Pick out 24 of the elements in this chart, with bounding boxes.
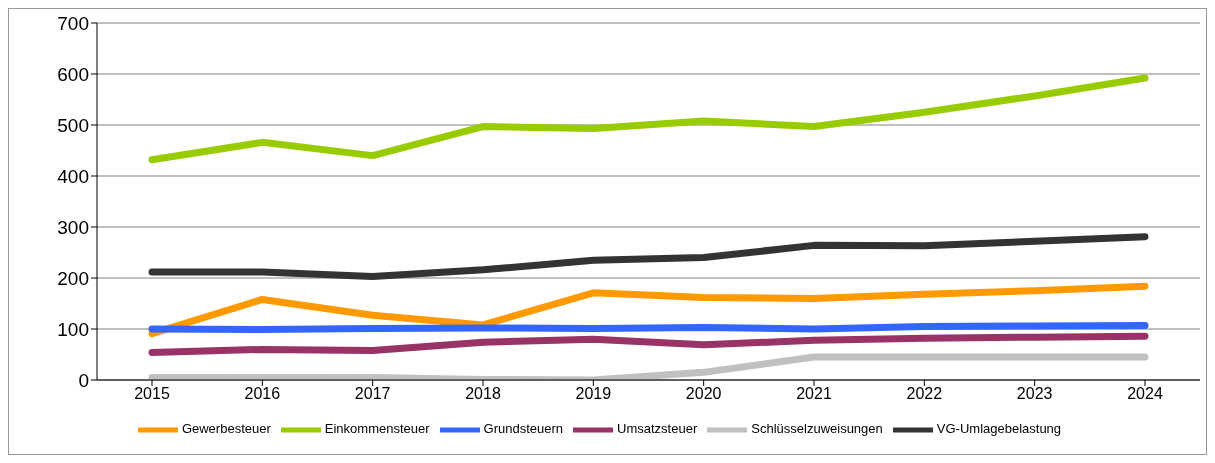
- x-tick-label: 2018: [465, 385, 501, 403]
- x-tick-label: 2017: [354, 385, 391, 403]
- legend-label: Grundsteuern: [483, 421, 564, 437]
- y-tick-label: 100: [57, 318, 89, 340]
- legend-label: Schlüsselzuweisungen: [751, 421, 883, 437]
- y-tick-label: 0: [78, 369, 89, 391]
- legend-label: Umsatzsteuer: [617, 421, 698, 437]
- y-tick-label: 700: [57, 12, 89, 34]
- y-tick-label: 400: [57, 165, 89, 187]
- x-tick-label: 2024: [1127, 385, 1163, 403]
- y-tick-label: 200: [57, 267, 89, 289]
- x-tick-label: 2015: [134, 385, 170, 403]
- x-tick-label: 2019: [575, 385, 612, 403]
- y-tick-label: 600: [57, 63, 89, 85]
- legend-label: Gewerbesteuer: [181, 421, 271, 437]
- x-tick-label: 2023: [1016, 385, 1053, 403]
- legend-label: VG-Umlagebelastung: [936, 421, 1062, 437]
- x-tick-label: 2016: [244, 385, 281, 403]
- x-tick-label: 2022: [906, 385, 943, 403]
- legend-label: Einkommensteuer: [324, 421, 430, 437]
- y-tick-label: 300: [57, 216, 89, 238]
- x-tick-label: 2021: [796, 385, 832, 403]
- y-tick-label: 500: [57, 114, 89, 136]
- x-tick-label: 2020: [685, 385, 722, 403]
